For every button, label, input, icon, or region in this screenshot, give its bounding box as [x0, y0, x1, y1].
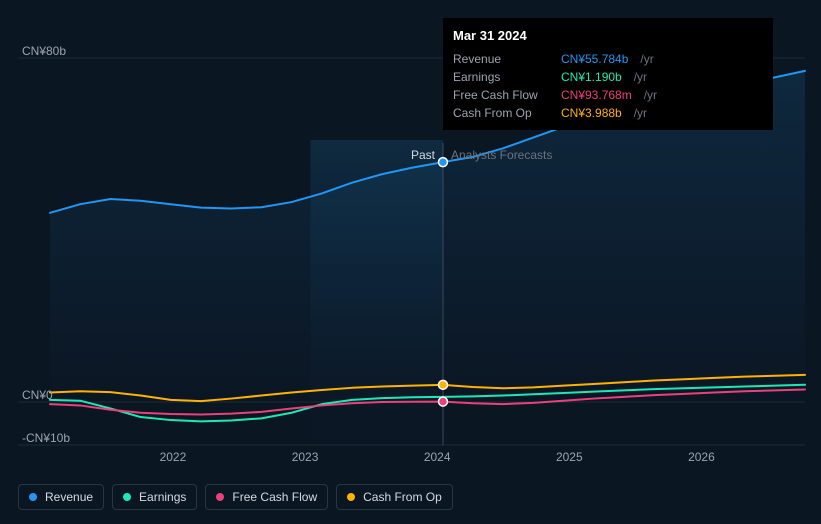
tooltip-row-value: CN¥55.784b: [561, 50, 628, 68]
x-tick-label: 2023: [292, 450, 319, 464]
financial-forecast-chart: CN¥80b CN¥0 -CN¥10b 2022 2023 2024 2025 2026 P…: [0, 0, 821, 524]
marker-dot-cash_from_op: [438, 380, 447, 389]
tooltip-row-label: Free Cash Flow: [453, 86, 553, 104]
legend-item-free-cash-flow[interactable]: Free Cash Flow: [205, 484, 328, 510]
legend-item-label: Revenue: [45, 490, 93, 504]
tooltip-row-label: Earnings: [453, 68, 553, 86]
legend-item-cash-from-op[interactable]: Cash From Op: [336, 484, 453, 510]
tooltip-row-label: Cash From Op: [453, 104, 553, 122]
y-tick-label: CN¥0: [22, 388, 53, 402]
tooltip-row: Cash From Op CN¥3.988b/yr: [453, 104, 763, 122]
tooltip-row-label: Revenue: [453, 50, 553, 68]
tooltip-row-unit: /yr: [644, 86, 657, 104]
legend-dot-icon: [29, 493, 37, 501]
x-tick-label: 2024: [424, 450, 451, 464]
legend-dot-icon: [216, 493, 224, 501]
tooltip-row-unit: /yr: [640, 50, 653, 68]
tooltip-row: Free Cash Flow CN¥93.768m/yr: [453, 86, 763, 104]
tooltip-row-unit: /yr: [634, 104, 647, 122]
legend-item-label: Cash From Op: [363, 490, 442, 504]
tooltip-row-value: CN¥1.190b: [561, 68, 622, 86]
marker-dot-revenue: [438, 158, 447, 167]
tooltip-row-value: CN¥3.988b: [561, 104, 622, 122]
legend-item-revenue[interactable]: Revenue: [18, 484, 104, 510]
tooltip-row: Revenue CN¥55.784b/yr: [453, 50, 763, 68]
legend-item-earnings[interactable]: Earnings: [112, 484, 197, 510]
x-tick-label: 2026: [688, 450, 715, 464]
x-tick-label: 2025: [556, 450, 583, 464]
y-tick-label: -CN¥10b: [22, 431, 70, 445]
tooltip-row-unit: /yr: [634, 68, 647, 86]
chart-legend: Revenue Earnings Free Cash Flow Cash From O…: [18, 484, 453, 510]
tooltip-row-value: CN¥93.768m: [561, 86, 632, 104]
legend-item-label: Free Cash Flow: [232, 490, 317, 504]
section-label-forecast: Analysts Forecasts: [451, 148, 552, 162]
section-label-past: Past: [411, 148, 435, 162]
legend-dot-icon: [347, 493, 355, 501]
x-tick-label: 2022: [160, 450, 187, 464]
legend-dot-icon: [123, 493, 131, 501]
y-tick-label: CN¥80b: [22, 44, 66, 58]
tooltip-row: Earnings CN¥1.190b/yr: [453, 68, 763, 86]
chart-tooltip: Mar 31 2024 RevenueCN¥55.784b/yrEarnings…: [443, 18, 773, 130]
marker-dot-free_cash_flow: [438, 397, 447, 406]
tooltip-title: Mar 31 2024: [453, 26, 763, 46]
legend-item-label: Earnings: [139, 490, 186, 504]
